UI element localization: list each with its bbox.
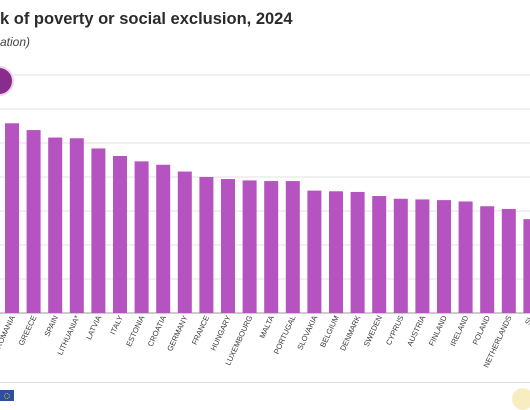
chart-title: k of poverty or social exclusion, 2024	[0, 10, 293, 28]
x-tick-label: AUSTRIA	[405, 313, 427, 347]
bar	[134, 161, 149, 313]
bar	[329, 191, 343, 313]
x-tick-label: CYPRUS	[384, 314, 406, 346]
bar	[5, 123, 19, 313]
bar	[26, 130, 41, 313]
bar	[350, 191, 365, 313]
x-tick-label: ROMANIA	[0, 313, 17, 350]
bar	[458, 201, 473, 313]
x-tick-label: FINLAND	[427, 314, 449, 348]
x-tick-label: SL	[523, 314, 530, 326]
x-tick-label: ITALY	[108, 314, 125, 336]
x-tick-label: PORTUGAL	[272, 314, 298, 356]
bar	[285, 181, 300, 313]
x-tick-label: ESTONIA	[124, 313, 147, 348]
x-tick-label: SLOVAKIA	[295, 313, 319, 351]
chart-subtitle: ation)	[0, 35, 31, 49]
x-tick-label: FRANCE	[190, 314, 211, 346]
bar	[177, 171, 192, 313]
bar	[242, 180, 257, 313]
x-tick-label: GERMANY	[165, 314, 189, 353]
eu-flag-icon	[0, 390, 14, 401]
bar	[501, 208, 516, 313]
x-tick-label: SPAIN	[42, 314, 60, 338]
x-tick-label: IRELAND	[448, 314, 470, 348]
bar	[393, 198, 408, 313]
bar	[264, 181, 279, 313]
x-tick-label: CROATIA	[146, 313, 169, 348]
x-tick-label: LITHUANIA*	[55, 314, 81, 356]
bar	[113, 155, 127, 313]
bar	[437, 200, 451, 313]
x-tick-label: HUNGARY	[209, 314, 233, 352]
bar	[307, 190, 322, 313]
x-tick-label: SWEDEN	[362, 314, 384, 348]
corner-logo-icon	[512, 388, 530, 410]
bar	[69, 138, 84, 313]
x-tick-label: BELGIUM	[318, 314, 341, 349]
x-tick-label: GREECE	[17, 314, 39, 347]
x-tick-label: MALTA	[258, 313, 277, 340]
x-tick-label: DENMARK	[338, 314, 362, 352]
bar	[48, 137, 63, 313]
bar	[91, 148, 106, 313]
bar	[372, 196, 387, 313]
bar	[415, 199, 430, 313]
bar	[480, 206, 495, 313]
x-tick-label: LATVIA	[84, 313, 103, 341]
bar	[523, 219, 530, 313]
bar	[221, 179, 235, 313]
bar	[199, 177, 214, 313]
bar	[156, 164, 171, 313]
x-tick-label: POLAND	[471, 314, 493, 347]
footer-divider	[0, 382, 530, 383]
